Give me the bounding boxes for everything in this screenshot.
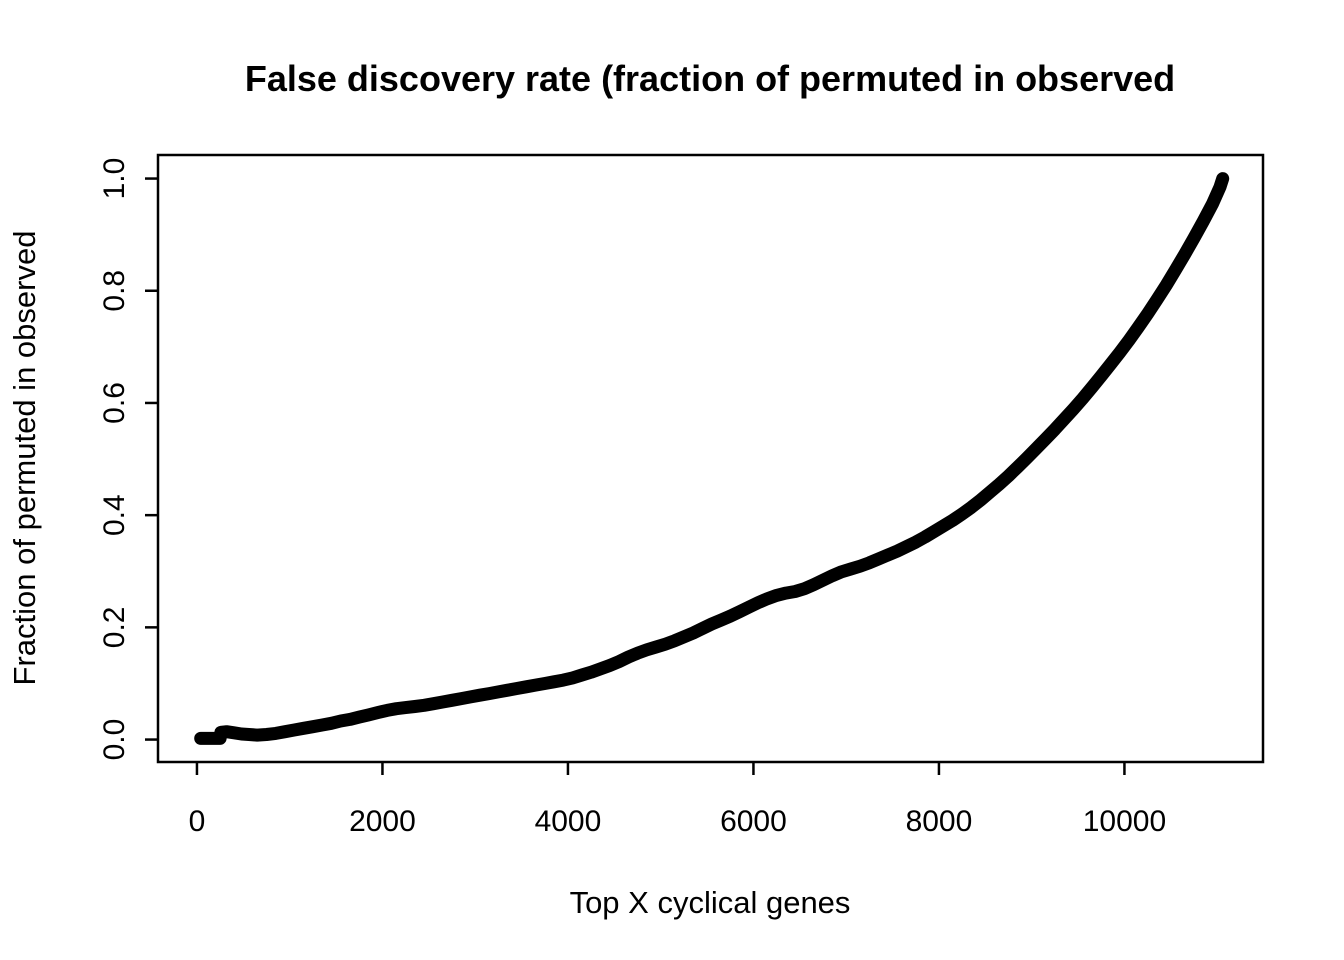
y-axis-title: Fraction of permuted in observed	[7, 231, 42, 686]
data-layer	[194, 172, 1230, 745]
chart-title: False discovery rate (fraction of permut…	[245, 58, 1175, 99]
x-tick-label: 4000	[535, 805, 602, 838]
x-tick-label: 8000	[906, 805, 973, 838]
y-tick-label: 0.0	[98, 719, 131, 761]
x-tick-label: 2000	[349, 805, 416, 838]
x-axis-title: Top X cyclical genes	[570, 885, 851, 920]
plot-box	[156, 153, 1265, 764]
x-tick-label: 10000	[1083, 805, 1166, 838]
fdr-curve	[194, 172, 1230, 745]
y-tick-label: 1.0	[98, 158, 131, 200]
x-tick-label: 6000	[720, 805, 787, 838]
x-tick-label: 0	[189, 805, 206, 838]
y-tick-label: 0.2	[98, 607, 131, 649]
y-tick-label: 0.6	[98, 382, 131, 424]
y-tick-label: 0.4	[98, 494, 131, 536]
y-tick-label: 0.8	[98, 270, 131, 312]
ticks-layer: 0 2000 4000 6000 8000 10000 0.0 0.2 0.4 0.6 0.8 1.0	[98, 158, 1166, 838]
